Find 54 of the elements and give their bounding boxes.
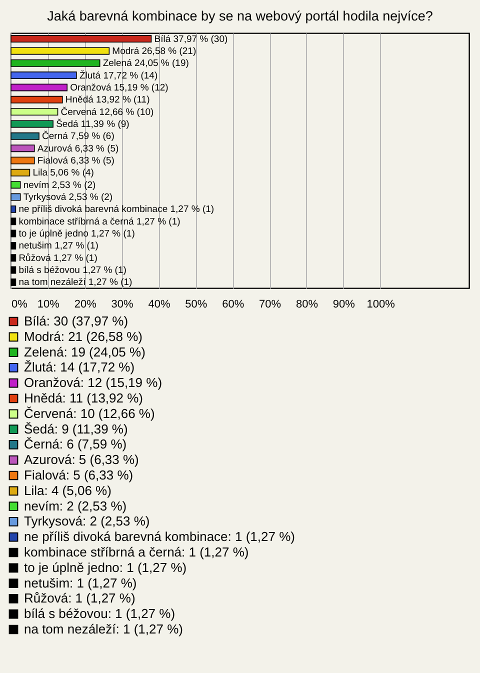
x-tick-label: 30%	[111, 298, 134, 310]
category-label: Červená 12,66 % (10)	[60, 106, 154, 118]
text: kombinace stříbrná a černá: 1 (1,27 %)	[24, 544, 249, 560]
category-label: Zelená 24,05 % (19)	[102, 58, 189, 70]
text: to je úplně jedno: 1 (1,27 %)	[24, 560, 187, 575]
text: Růžová: 1 (1,27 %)	[24, 590, 136, 606]
category-label: kombinace stříbrná a černá 1,27 % (1)	[18, 216, 180, 228]
x-tick-label: 70%	[259, 298, 282, 310]
text: Modrá: 21 (26,58 %)	[24, 328, 143, 344]
category-label: Azurová 6,33 % (5)	[37, 143, 119, 154]
text: netušim: 1 (1,27 %)	[24, 575, 137, 590]
category-label: Hnědá 13,92 % (11)	[65, 94, 150, 106]
category-label: Růžová 1,27 % (1)	[18, 252, 98, 264]
text: ne příliš divoká barevná kombinace: 1 (1,27 %)	[24, 529, 295, 544]
x-tick-label: 60%	[222, 298, 244, 310]
category-label: Lila 5,06 % (4)	[32, 168, 94, 179]
text: Šedá: 9 (11,39 %)	[24, 421, 128, 436]
category-label: ne příliš divoká barevná kombinace 1,27 % (1)	[18, 204, 214, 216]
category-label: netušim 1,27 % (1)	[18, 240, 98, 252]
category-label: Fialová 6,33 % (5)	[37, 156, 114, 166]
text: Azurová: 5 (6,33 %)	[24, 452, 139, 468]
category-label: Bílá 37,97 % (30)	[154, 34, 228, 45]
category-label: Modrá 26,58 % (21)	[112, 46, 196, 57]
x-tick-label: 20%	[74, 298, 97, 310]
text: Hnědá: 11 (13,92 %)	[24, 390, 143, 406]
category-label: to je úplně jedno 1,27 % (1)	[18, 228, 135, 240]
category-label: Žlutá 17,72 % (14)	[79, 70, 158, 82]
category-label: Tyrkysová 2,53 % (2)	[23, 192, 113, 204]
text: nevím: 2 (2,53 %)	[24, 498, 127, 514]
category-label: na tom nezáleží 1,27 % (1)	[18, 277, 132, 288]
text: bílá s béžovou: 1 (1,27 %)	[24, 606, 176, 622]
category-label: Oranžová 15,19 % (12)	[70, 82, 168, 94]
x-tick-label: 40%	[148, 298, 170, 310]
x-tick-label: 100%	[366, 298, 396, 310]
category-label: Šedá 11,39 % (9)	[56, 118, 130, 130]
text: na tom nezáleží: 1 (1,27 %)	[24, 622, 183, 636]
text: Lila: 4 (5,06 %)	[24, 482, 112, 498]
text: Žlutá: 14 (17,72 %)	[24, 360, 135, 375]
x-tick-label: 50%	[185, 298, 208, 310]
text: Tyrkysová: 2 (2,53 %)	[24, 514, 150, 529]
text: Zelená: 19 (24,05 %)	[24, 344, 146, 360]
x-tick-label: 90%	[332, 298, 356, 310]
text: Fialová: 5 (6,33 %)	[24, 468, 134, 482]
x-tick-label: 0%	[12, 298, 28, 310]
x-tick-label: 10%	[37, 298, 60, 310]
text: Černá: 6 (7,59 %)	[24, 436, 127, 452]
chart-title: Jaká barevná kombinace by se na webový portál hodila nejvíce?	[47, 8, 433, 24]
text: Oranžová: 12 (15,19 %)	[24, 375, 162, 390]
category-label: Černá 7,59 % (6)	[42, 131, 114, 142]
text: Červená: 10 (12,66 %)	[24, 406, 155, 421]
x-tick-label: 80%	[296, 298, 318, 310]
text: Bílá: 30 (37,97 %)	[24, 314, 128, 328]
category-label: nevím 2,53 % (2)	[23, 180, 96, 191]
category-label: bílá s béžovou 1,27 % (1)	[18, 265, 126, 276]
